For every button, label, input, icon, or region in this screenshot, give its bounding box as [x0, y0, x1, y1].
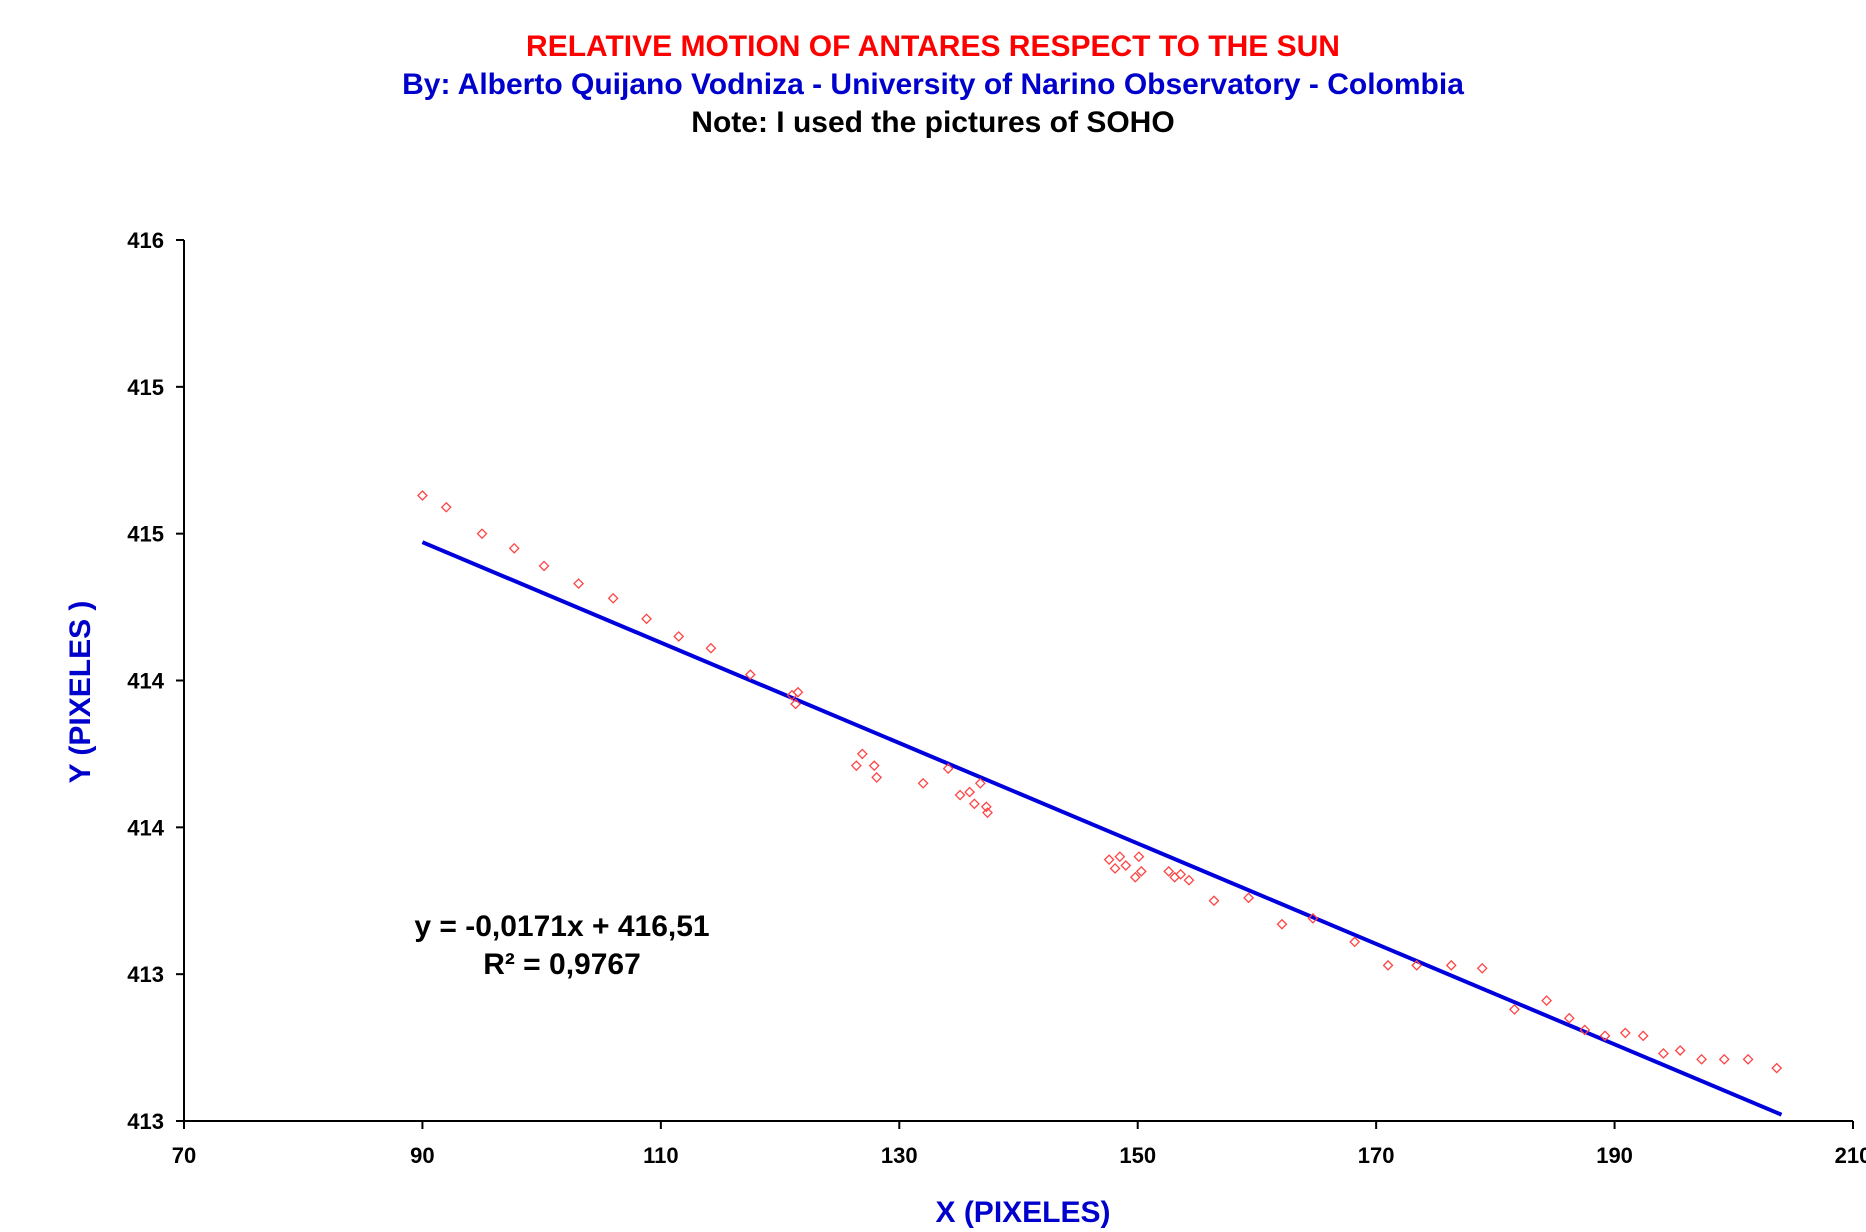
- data-point: [1183, 874, 1195, 886]
- data-point: [790, 698, 801, 710]
- x-tick-label: 130: [881, 1143, 918, 1168]
- chart-title: RELATIVE MOTION OF ANTARES RESPECT TO TH…: [526, 30, 1340, 63]
- data-point: [1114, 851, 1126, 863]
- data-point: [1696, 1053, 1708, 1065]
- data-point: [964, 786, 976, 798]
- data-point: [440, 501, 452, 513]
- data-point: [1120, 860, 1132, 871]
- y-ticks: 413 413 414 414 415 415 416: [127, 228, 184, 1134]
- data-point: [573, 578, 585, 590]
- data-point: [1382, 959, 1394, 971]
- y-tick-label: 415: [127, 522, 164, 547]
- y-tick-label: 413: [127, 1109, 164, 1134]
- data-point: [1619, 1027, 1631, 1039]
- data-point: [1509, 1003, 1520, 1015]
- x-tick-label: 110: [643, 1143, 679, 1168]
- data-point: [1129, 871, 1141, 883]
- data-point: [1637, 1030, 1649, 1042]
- axes: [183, 240, 1853, 1122]
- data-point: [1599, 1030, 1611, 1042]
- data-point: [1103, 854, 1115, 866]
- chart-subtitle: By: Alberto Quijano Vodniza - University…: [402, 68, 1464, 101]
- data-point: [1541, 995, 1553, 1007]
- data-point: [968, 798, 980, 810]
- data-point: [917, 777, 929, 789]
- data-point: [476, 528, 488, 540]
- data-point: [1175, 868, 1187, 880]
- chart-titles: RELATIVE MOTION OF ANTARES RESPECT TO TH…: [0, 28, 1866, 142]
- data-point: [1163, 865, 1175, 877]
- data-point: [1445, 959, 1457, 971]
- trendline-equation: y = -0,0171x + 416,51: [414, 910, 709, 943]
- data-point: [1718, 1053, 1730, 1065]
- data-points: [417, 490, 1783, 1074]
- data-point: [1411, 959, 1423, 971]
- data-point: [1276, 918, 1288, 930]
- data-point: [1307, 912, 1319, 924]
- x-tick-label: 150: [1119, 1143, 1156, 1168]
- data-point: [980, 801, 992, 813]
- data-point: [508, 542, 520, 554]
- data-point: [856, 748, 868, 760]
- trendline-group: [421, 540, 1783, 1117]
- data-point: [1169, 871, 1181, 883]
- trendline: [421, 540, 1783, 1117]
- data-point: [705, 642, 717, 654]
- x-axis-title: X (PIXELES): [935, 1196, 1110, 1229]
- data-point: [871, 771, 883, 783]
- x-tick-label: 70: [172, 1143, 196, 1168]
- data-point: [641, 613, 652, 625]
- x-tick-label: 190: [1596, 1143, 1633, 1168]
- x-ticks: 70 90 110 130 150 170 190 210: [172, 1121, 1866, 1168]
- y-tick-label: 413: [127, 962, 164, 987]
- y-tick-label: 414: [127, 669, 164, 694]
- data-point: [974, 777, 986, 789]
- data-point: [982, 807, 993, 819]
- data-point: [1243, 892, 1255, 904]
- data-point: [1742, 1053, 1754, 1065]
- data-point: [673, 631, 685, 642]
- data-point: [850, 760, 862, 772]
- y-tick-label: 414: [127, 815, 164, 840]
- data-point: [1563, 1012, 1575, 1024]
- data-point: [417, 490, 428, 501]
- chart-note: Note: I used the pictures of SOHO: [691, 106, 1175, 139]
- data-point: [1658, 1048, 1669, 1059]
- y-axis-title: Y (PIXELES ): [64, 601, 97, 784]
- data-point: [868, 760, 880, 772]
- y-tick-label: 415: [127, 375, 164, 400]
- data-point: [1133, 851, 1145, 863]
- x-tick-label: 90: [410, 1143, 434, 1168]
- data-point: [607, 592, 619, 604]
- data-point: [1135, 865, 1147, 877]
- data-point: [538, 560, 550, 572]
- data-point: [942, 763, 954, 775]
- data-point: [954, 789, 966, 801]
- x-tick-label: 210: [1835, 1143, 1866, 1168]
- r-squared-label: R² = 0,9767: [483, 948, 641, 981]
- data-point: [744, 669, 756, 681]
- data-point: [1579, 1024, 1591, 1036]
- data-point: [1349, 936, 1361, 948]
- y-tick-label: 416: [127, 228, 164, 253]
- data-point: [1476, 962, 1488, 974]
- data-point: [1208, 895, 1220, 907]
- data-point: [1109, 863, 1121, 874]
- data-point: [1674, 1045, 1686, 1056]
- x-tick-label: 170: [1358, 1143, 1395, 1168]
- data-point: [1771, 1062, 1783, 1074]
- data-point: [792, 686, 804, 698]
